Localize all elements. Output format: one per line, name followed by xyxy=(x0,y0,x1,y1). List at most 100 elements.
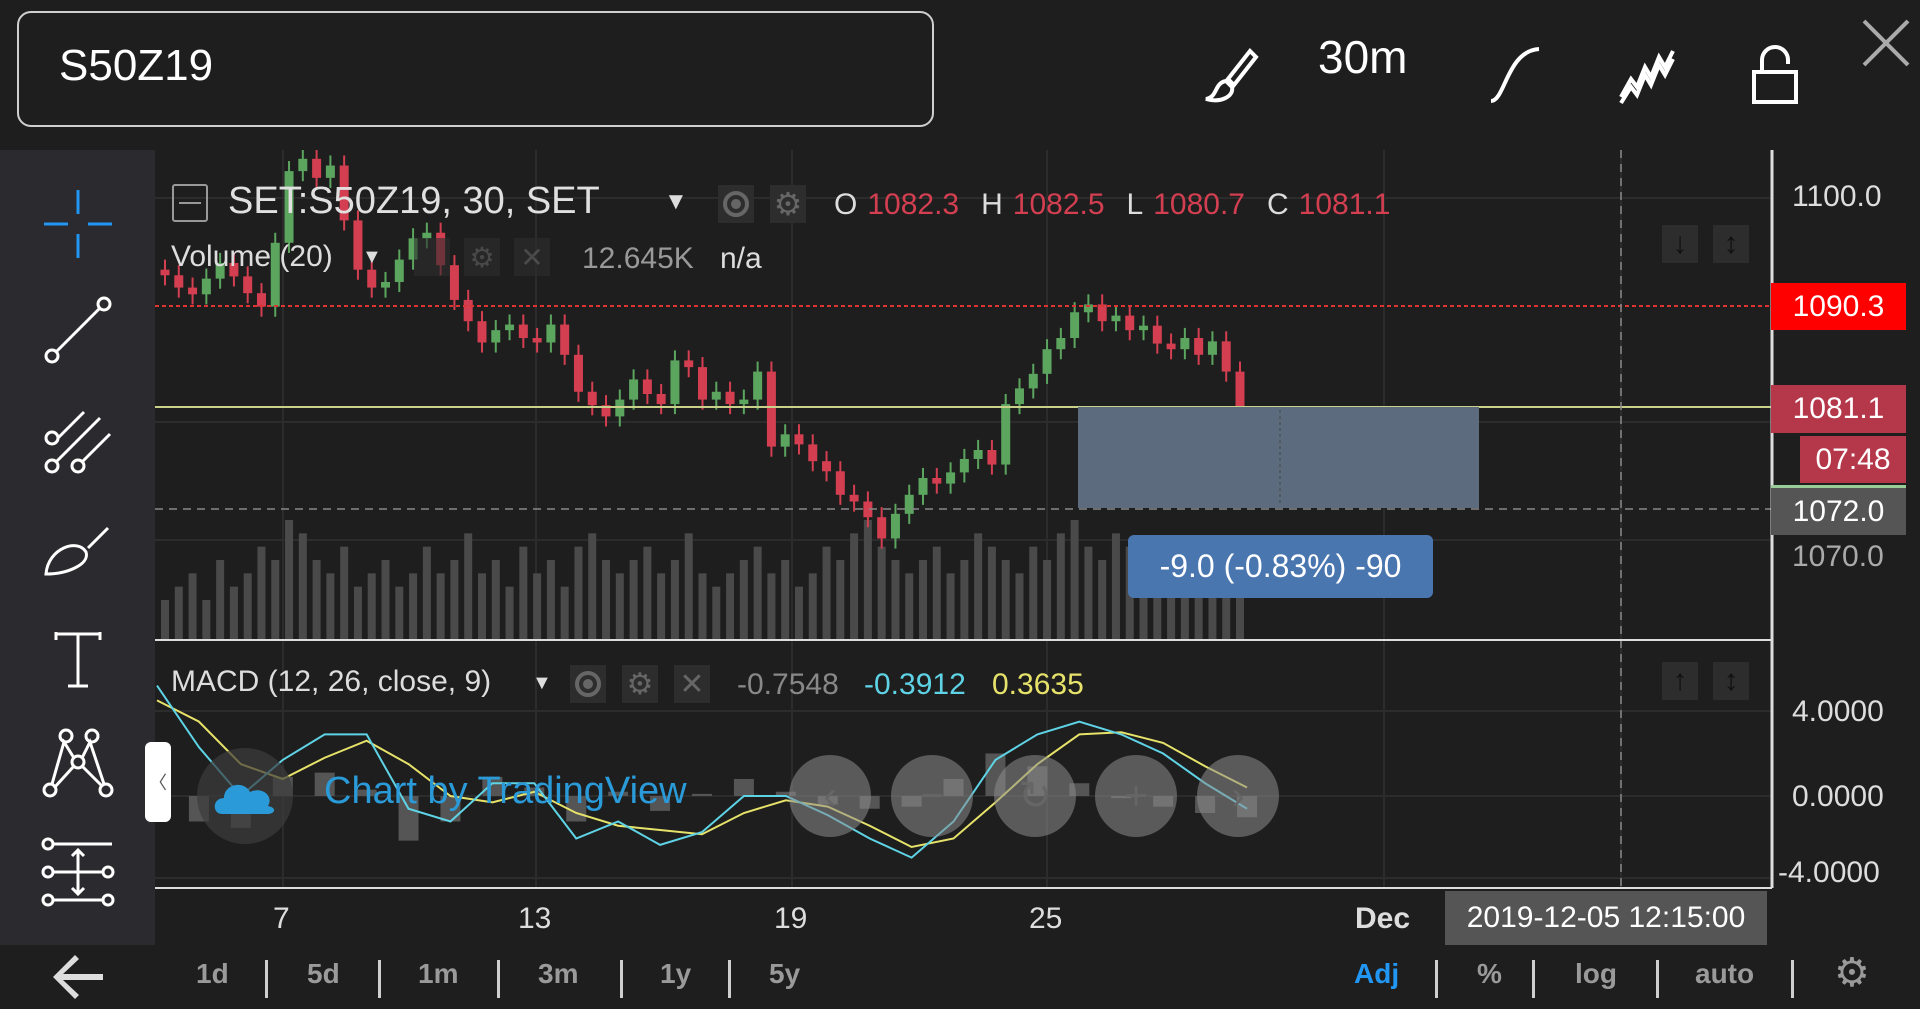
text-icon[interactable] xyxy=(38,618,118,698)
candle-body xyxy=(1028,373,1038,389)
measure-box[interactable] xyxy=(1078,407,1479,508)
back-arrow-icon[interactable] xyxy=(0,945,155,1009)
macd-label[interactable]: MACD (12, 26, close, 9) xyxy=(171,665,492,698)
zoom-in-icon[interactable]: + xyxy=(1095,755,1177,837)
range-3m[interactable]: 3m xyxy=(538,958,579,989)
range-1y[interactable]: 1y xyxy=(660,958,692,989)
volume-bar xyxy=(698,573,707,640)
symbol-search-input[interactable]: S50Z19 xyxy=(17,11,934,127)
collapse-legend-icon[interactable] xyxy=(172,184,208,222)
arrow-up-down-icon[interactable]: ↕ xyxy=(1713,225,1749,263)
volume-bar xyxy=(1084,546,1093,640)
volume-bar xyxy=(477,573,486,640)
remove-icon[interactable]: ✕ xyxy=(514,238,550,276)
option-percent[interactable]: % xyxy=(1477,958,1502,989)
volume-bar xyxy=(753,546,762,640)
divider xyxy=(1791,960,1794,998)
range-5d[interactable]: 5d xyxy=(307,958,340,989)
macd-line xyxy=(156,684,1248,859)
candle-body xyxy=(656,394,666,405)
range-1d[interactable]: 1d xyxy=(196,958,229,989)
candle-body xyxy=(201,278,211,295)
chart-type-icon[interactable] xyxy=(1612,40,1682,110)
ohlc-values: O 1082.3 H 1082.5 L 1080.7 C 1081.1 xyxy=(834,188,1390,222)
volume-bar xyxy=(574,546,583,640)
close-icon[interactable] xyxy=(1858,8,1914,78)
settings-gear-icon[interactable]: ⚙ xyxy=(1834,951,1870,995)
option-adj[interactable]: Adj xyxy=(1354,958,1400,989)
volume-bar xyxy=(863,520,872,640)
macd-histogram-bar xyxy=(356,789,377,796)
candle-body xyxy=(1221,341,1231,372)
option-log[interactable]: log xyxy=(1575,958,1617,989)
eye-icon[interactable] xyxy=(718,185,754,223)
volume-bar xyxy=(505,586,514,640)
scroll-left-icon[interactable]: ‹ xyxy=(789,755,871,837)
eye-icon[interactable] xyxy=(570,665,606,703)
gear-icon[interactable]: ⚙ xyxy=(770,185,806,223)
reset-icon[interactable]: ↻ xyxy=(994,755,1076,837)
volume-bar xyxy=(1236,560,1244,640)
crosshair-icon[interactable] xyxy=(38,184,118,264)
interval-button[interactable]: 30m xyxy=(1318,31,1408,83)
volume-bar xyxy=(726,573,735,640)
remove-icon[interactable]: ✕ xyxy=(674,665,710,703)
candle-body xyxy=(229,262,239,277)
volume-bar xyxy=(422,546,431,640)
candle-body xyxy=(1194,338,1204,355)
gear-icon[interactable]: ⚙ xyxy=(464,238,500,276)
volume-bar xyxy=(491,560,500,640)
arrow-up-icon[interactable]: ↑ xyxy=(1662,662,1698,700)
pattern-icon[interactable] xyxy=(38,722,118,802)
volume-label[interactable]: Volume (20) xyxy=(171,240,333,273)
lock-icon[interactable] xyxy=(1740,40,1810,110)
gear-icon[interactable]: ⚙ xyxy=(622,665,658,703)
candle-body xyxy=(973,450,983,459)
collapse-toolbar-handle[interactable]: 〈 xyxy=(145,742,171,822)
tradingview-logo[interactable] xyxy=(197,748,293,844)
volume-bar xyxy=(670,560,679,640)
eye-icon[interactable] xyxy=(414,238,450,276)
arrow-down-icon[interactable]: ↓ xyxy=(1662,225,1698,263)
candle-body xyxy=(822,461,832,472)
range-5y[interactable]: 5y xyxy=(769,958,801,989)
watermark-text[interactable]: Chart by TradingView xyxy=(324,770,687,812)
chevron-down-icon[interactable]: ▼ xyxy=(664,188,688,215)
macd-histogram-bar xyxy=(775,791,796,796)
candle-body xyxy=(794,434,804,445)
volume-bar xyxy=(781,560,790,640)
high-label: H xyxy=(981,188,1003,221)
candle-body xyxy=(959,458,969,473)
pitchfork-icon[interactable] xyxy=(38,398,118,478)
chevron-down-icon[interactable]: ▼ xyxy=(362,246,382,268)
scroll-right-icon[interactable]: › xyxy=(1197,755,1279,837)
series-title[interactable]: SET:S50Z19, 30, SET xyxy=(228,180,600,222)
brush-icon[interactable] xyxy=(1195,40,1265,110)
countdown-label: 07:48 xyxy=(1800,436,1906,483)
candle-body xyxy=(1152,325,1162,344)
range-1m[interactable]: 1m xyxy=(418,958,459,989)
candle-body xyxy=(284,171,294,243)
option-auto[interactable]: auto xyxy=(1695,958,1755,989)
zoom-out-icon[interactable]: − xyxy=(891,755,973,837)
candle-body xyxy=(629,379,639,400)
volume-bar xyxy=(243,573,252,640)
volume-bar xyxy=(602,560,611,640)
macd-signal-value: 0.3635 xyxy=(992,668,1084,701)
arrow-up-down-icon[interactable]: ↕ xyxy=(1713,662,1749,700)
candle-body xyxy=(725,391,735,405)
measure-icon[interactable] xyxy=(38,832,118,912)
volume-bar xyxy=(1015,573,1024,640)
chevron-down-icon[interactable]: ▼ xyxy=(532,672,552,694)
candle-body xyxy=(877,517,887,539)
volume-bar xyxy=(932,546,941,640)
divider xyxy=(1532,960,1535,998)
candle-body xyxy=(766,371,776,447)
brush-draw-icon[interactable] xyxy=(38,508,118,588)
measure-label: -9.0 (-0.83%) -90 xyxy=(1128,535,1433,598)
trend-line-icon[interactable] xyxy=(38,290,118,370)
candle-body xyxy=(188,287,198,295)
curve-icon[interactable] xyxy=(1480,40,1550,110)
volume-bar xyxy=(1043,560,1052,640)
